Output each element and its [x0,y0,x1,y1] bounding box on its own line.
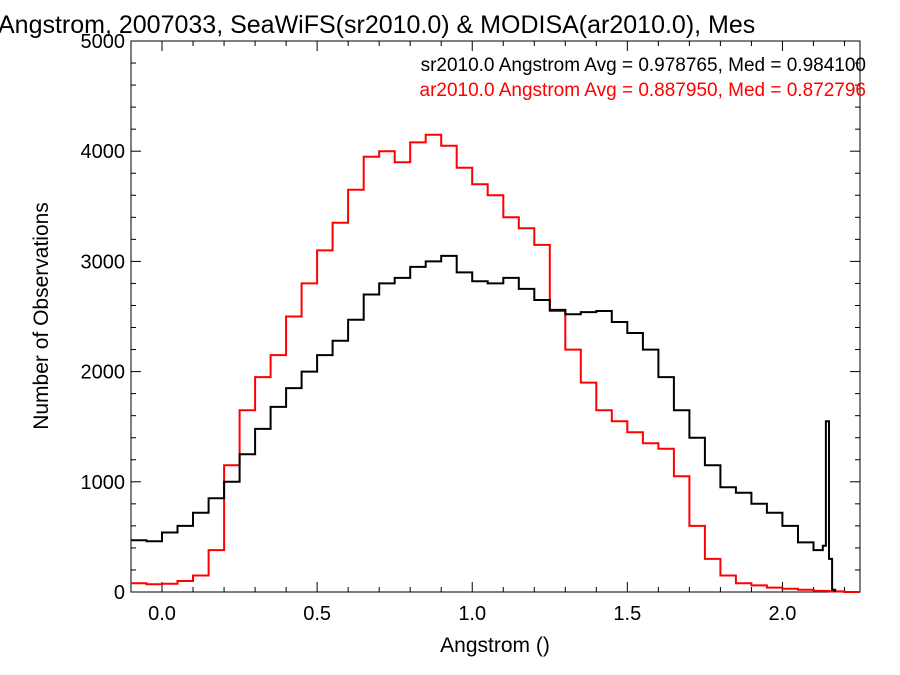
y-tick-label: 1000 [81,472,126,494]
y-axis-ticks: 0 1000 2000 3000 4000 5000 [81,31,860,604]
y-tick-label: 0 [114,582,125,604]
y-tick-label: 2000 [81,362,126,384]
y-axis-label: Number of Observations [30,202,53,430]
series-line-1 [131,133,860,593]
plot-frame [130,40,861,593]
x-tick-label: 2.0 [769,603,797,625]
x-tick-label: 1.5 [613,603,641,625]
x-axis-ticks: 0.0 0.5 1.0 1.5 2.0 [148,41,845,625]
chart-title: Angstrom, 2007033, SeaWiFS(sr2010.0) & M… [0,11,755,39]
series-line-0 [131,254,837,592]
series-layer [131,133,860,593]
x-tick-label: 0.0 [148,603,176,625]
y-tick-label: 4000 [81,141,126,163]
annotation-sr2010: sr2010.0 Angstrom Avg = 0.978765, Med = … [421,55,866,76]
x-tick-label: 1.0 [458,603,486,625]
x-tick-label: 0.5 [303,603,331,625]
x-axis-label: Angstrom () [440,634,550,657]
y-tick-label: 5000 [81,31,126,53]
y-tick-label: 3000 [81,251,126,273]
annotation-ar2010: ar2010.0 Angstrom Avg = 0.887950, Med = … [420,80,867,101]
